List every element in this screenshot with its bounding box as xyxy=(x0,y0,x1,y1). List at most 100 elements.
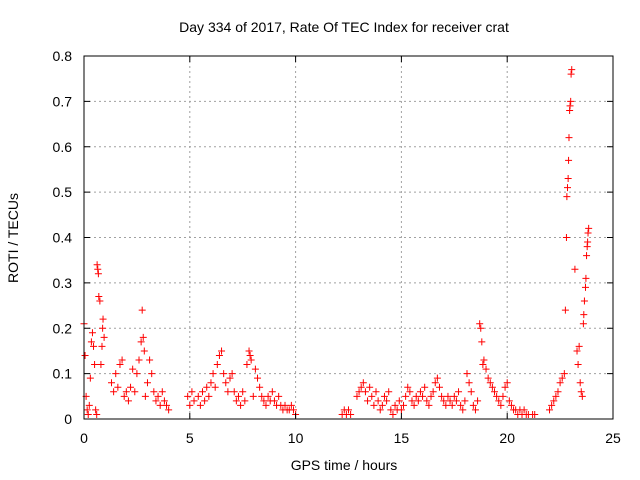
data-point xyxy=(556,379,564,387)
data-point xyxy=(452,397,460,405)
data-point xyxy=(116,361,124,369)
data-point xyxy=(122,388,130,396)
data-point xyxy=(99,324,107,332)
data-point xyxy=(94,265,102,273)
data-point xyxy=(493,392,501,400)
data-point xyxy=(421,383,429,391)
data-point xyxy=(404,383,412,391)
data-point xyxy=(120,392,128,400)
data-point xyxy=(507,401,515,409)
data-point xyxy=(83,406,91,414)
data-point xyxy=(131,388,139,396)
data-point xyxy=(583,252,591,260)
data-point xyxy=(359,379,367,387)
data-point xyxy=(222,379,230,387)
data-point xyxy=(479,361,487,369)
data-point xyxy=(486,379,494,387)
data-point xyxy=(585,224,593,232)
data-point xyxy=(211,383,219,391)
data-point xyxy=(567,97,575,105)
data-point xyxy=(85,401,93,409)
data-point xyxy=(93,410,101,418)
data-point xyxy=(345,406,352,414)
data-point xyxy=(564,184,572,192)
data-point xyxy=(150,388,158,396)
data-point xyxy=(143,379,151,387)
gridlines xyxy=(84,56,613,419)
data-point xyxy=(84,410,92,418)
data-point xyxy=(118,356,126,364)
data-point xyxy=(465,379,473,387)
data-point xyxy=(152,397,160,405)
data-point xyxy=(567,70,575,78)
data-point xyxy=(100,333,108,341)
data-point xyxy=(99,315,107,323)
data-point xyxy=(246,351,254,359)
x-tick-label: 20 xyxy=(499,430,515,446)
data-point xyxy=(226,374,234,382)
data-point xyxy=(584,238,592,246)
data-point xyxy=(478,338,486,346)
axis-ticks xyxy=(83,55,614,420)
data-point xyxy=(376,406,384,414)
data-point xyxy=(546,406,554,414)
data-point xyxy=(412,392,420,400)
data-point xyxy=(554,388,562,396)
data-point xyxy=(163,401,171,409)
data-point xyxy=(501,383,509,391)
data-point xyxy=(380,392,388,400)
data-point xyxy=(364,397,372,405)
data-point xyxy=(110,388,118,396)
data-point xyxy=(581,283,589,291)
data-point xyxy=(520,406,528,414)
data-point xyxy=(241,397,249,405)
data-point xyxy=(289,406,297,414)
data-point xyxy=(444,392,452,400)
data-point xyxy=(574,361,582,369)
data-point xyxy=(397,406,405,414)
y-tick-label: 0.2 xyxy=(53,320,73,336)
data-point xyxy=(243,361,251,369)
data-point xyxy=(427,392,435,400)
data-point xyxy=(548,401,556,409)
data-point xyxy=(135,356,143,364)
data-point xyxy=(408,397,416,405)
x-axis-title: GPS time / hours xyxy=(291,457,398,473)
data-point xyxy=(95,292,103,300)
data-point xyxy=(353,392,361,400)
data-point xyxy=(205,392,213,400)
data-point xyxy=(438,392,446,400)
data-point xyxy=(87,338,95,346)
data-point xyxy=(92,406,100,414)
x-tick-label: 10 xyxy=(288,430,304,446)
data-point xyxy=(505,397,513,405)
data-point xyxy=(90,342,98,350)
data-point xyxy=(218,347,226,355)
data-point xyxy=(429,388,437,396)
data-point xyxy=(232,397,240,405)
data-point xyxy=(565,134,573,142)
data-point xyxy=(140,347,148,355)
data-point xyxy=(141,392,149,400)
data-point xyxy=(414,397,422,405)
data-point xyxy=(249,392,257,400)
data-point xyxy=(577,388,585,396)
data-point xyxy=(260,397,268,405)
data-point xyxy=(459,406,467,414)
y-tick-label: 0.4 xyxy=(53,230,73,246)
data-point xyxy=(488,383,496,391)
y-tick-label: 0.5 xyxy=(53,184,73,200)
data-point xyxy=(264,392,272,400)
data-point xyxy=(198,388,206,396)
data-point xyxy=(560,370,568,378)
data-point xyxy=(287,401,295,409)
data-point xyxy=(194,392,202,400)
data-point xyxy=(552,392,560,400)
data-point xyxy=(270,397,278,405)
data-point xyxy=(433,374,441,382)
data-point xyxy=(86,374,94,382)
data-point xyxy=(220,370,228,378)
data-point xyxy=(578,392,586,400)
data-point xyxy=(355,388,363,396)
data-point xyxy=(385,388,393,396)
